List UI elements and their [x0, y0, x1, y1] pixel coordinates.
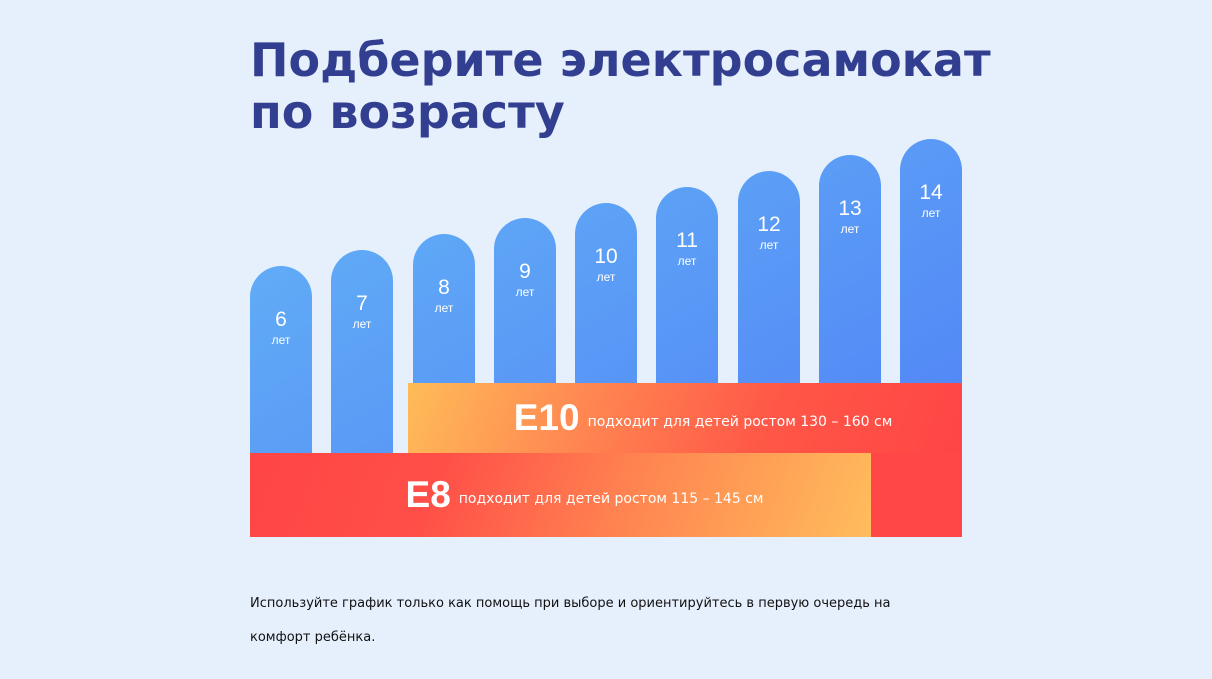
age-bar-6: 6 лет	[250, 266, 312, 453]
e8-range-band: E8 подходит для детей ростом 115 – 145 с…	[250, 453, 871, 537]
e10-range-band: E10 подходит для детей ростом 130 – 160 …	[408, 383, 962, 453]
age-bar-7: 7 лет	[331, 250, 393, 453]
age-unit-label: лет	[921, 206, 941, 220]
e10-band-extension	[871, 453, 962, 537]
e10-model-name: E10	[513, 397, 580, 438]
age-unit-label: лет	[515, 285, 535, 299]
e8-model-name: E8	[405, 474, 451, 515]
age-bar-13: 13 лет	[819, 155, 881, 383]
age-unit-label: лет	[677, 254, 697, 268]
age-value-label: 7	[356, 292, 368, 315]
age-unit-label: лет	[434, 301, 454, 315]
age-value-label: 12	[757, 213, 781, 236]
age-value-label: 6	[275, 308, 287, 331]
age-unit-label: лет	[759, 238, 779, 252]
age-unit-label: лет	[840, 222, 860, 236]
age-chart: 6 лет 7 лет 8 лет 9 лет 10 лет 11 лет 12 лет 13 лет 14 ле…	[250, 135, 962, 537]
age-value-label: 10	[594, 245, 618, 268]
age-bar-8: 8 лет	[413, 234, 475, 383]
age-bar-9: 9 лет	[494, 218, 556, 383]
e10-height-range: подходит для детей ростом 130 – 160 см	[587, 414, 893, 430]
age-value-label: 8	[438, 276, 450, 299]
age-bar-12: 12 лет	[738, 171, 800, 383]
age-bar-10: 10 лет	[575, 203, 637, 383]
age-value-label: 9	[519, 260, 531, 283]
age-bar-11: 11 лет	[656, 187, 718, 383]
age-value-label: 11	[676, 229, 698, 252]
age-unit-label: лет	[271, 333, 291, 347]
age-unit-label: лет	[596, 270, 616, 284]
age-value-label: 13	[838, 197, 862, 220]
page-title: Подберите электросамокат по возрасту	[250, 33, 991, 139]
e8-height-range: подходит для детей ростом 115 – 145 см	[458, 491, 764, 507]
age-value-label: 14	[919, 181, 943, 204]
age-bar-14: 14 лет	[900, 139, 962, 383]
footer-note: Используйте график только как помощь при…	[250, 596, 891, 645]
age-unit-label: лет	[352, 317, 372, 331]
